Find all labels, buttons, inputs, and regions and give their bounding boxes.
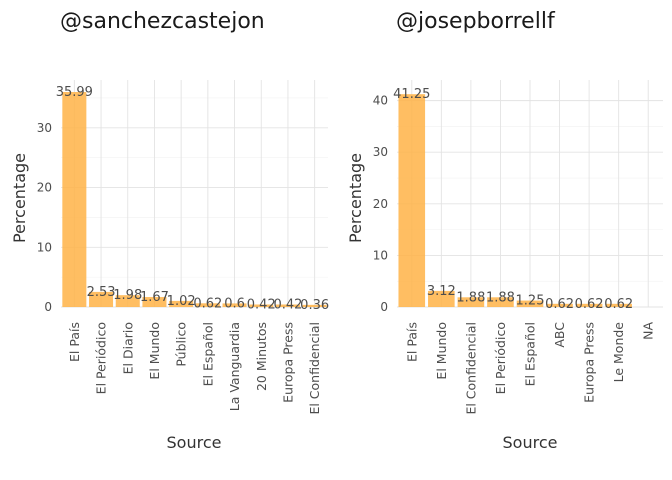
bar-value-label: 0.62 [575,297,604,312]
x-tick-label: Le Monde [611,322,626,383]
bar [275,304,300,307]
y-tick-label: 10 [373,248,388,262]
bar-value-label: 3.12 [427,284,456,299]
bar-value-label: 0.6 [224,296,245,311]
bar [428,290,455,307]
bar-value-label: 0.42 [247,297,276,312]
x-tick-label: La Vanguardia [227,322,242,411]
bar-value-label: 1.25 [516,294,545,309]
y-tick-label: 0 [44,300,52,314]
chart-panel-josepborrellf: @josepborrellf Source Percentage 0 10 20 30… [346,9,663,452]
bar-value-label: 0.62 [193,296,222,311]
y-axis-title: Percentage [346,153,365,243]
x-tick-label: El País [404,322,419,362]
bar-value-label: 1.88 [456,290,485,305]
bar-value-label: 2.53 [87,285,116,300]
y-tick-label: 30 [373,145,388,159]
x-tick-label: El Mundo [147,322,162,380]
bar-value-label: 1.88 [486,290,515,305]
y-tick-label: 20 [37,181,52,195]
x-axis-title: Source [167,433,222,452]
bar [169,300,194,307]
bar-value-label: 0.62 [604,297,633,312]
x-tick-label: Europa Press [582,322,597,403]
bar [546,303,573,307]
bar [89,291,114,307]
x-tick-label: El Periódico [94,322,109,394]
x-tick-label: El Español [200,322,215,386]
x-tick-label: 20 Minutos [254,322,269,391]
bar-value-label: 0.42 [273,297,302,312]
plot-area: 0 10 20 30 40 41.25 El País 3.12 El Mundo 1.88 El … [373,80,663,415]
bar-value-label: 0.36 [300,298,329,313]
x-tick-label: El Diario [120,322,135,374]
bar [302,304,327,307]
x-tick-label: El Periódico [493,322,508,394]
x-tick-label: ABC [552,322,567,348]
y-tick-label: 30 [37,121,52,135]
bar-value-label: 0.62 [545,297,574,312]
bar-value-label: 35.99 [56,85,93,100]
x-axis-title: Source [503,433,558,452]
y-tick-label: 40 [373,94,388,108]
x-tick-label: Europa Press [280,322,295,403]
bar [222,303,247,307]
bar [249,304,274,307]
x-tick-label: El Confidencial [307,322,322,415]
bar [575,303,603,307]
y-tick-label: 0 [380,300,388,314]
y-tick-label: 10 [37,240,52,254]
bar [457,297,485,307]
y-axis-title: Percentage [10,153,29,243]
bar-value-label: 1.67 [140,290,169,305]
bar [142,297,167,307]
y-tick-label: 20 [373,197,388,211]
chart-panel-sanchezcastejon: @sanchezcastejon Source Percentage 0 10 20… [10,9,329,452]
x-tick-label: NA [641,322,656,340]
bar [195,303,220,307]
x-tick-label: El Español [523,322,538,386]
bar [516,300,544,307]
bar-value-label: 41.25 [393,87,430,102]
x-tick-label: El Confidencial [463,322,478,415]
bar [115,295,140,307]
chart-title: @josepborrellf [396,9,556,34]
bar [398,94,426,307]
bar [62,92,87,307]
x-tick-label: El País [67,322,82,362]
bar [487,297,514,307]
bar-value-label: 1.02 [167,294,196,309]
x-tick-label: Público [174,322,189,367]
bar [605,303,632,307]
chart-title: @sanchezcastejon [60,9,265,34]
x-tick-label: El Mundo [434,322,449,380]
plot-area: 0 10 20 30 35.99 El País 2.53 El Periódico 1.98 E… [37,80,329,415]
bar-value-label: 1.98 [113,288,142,303]
